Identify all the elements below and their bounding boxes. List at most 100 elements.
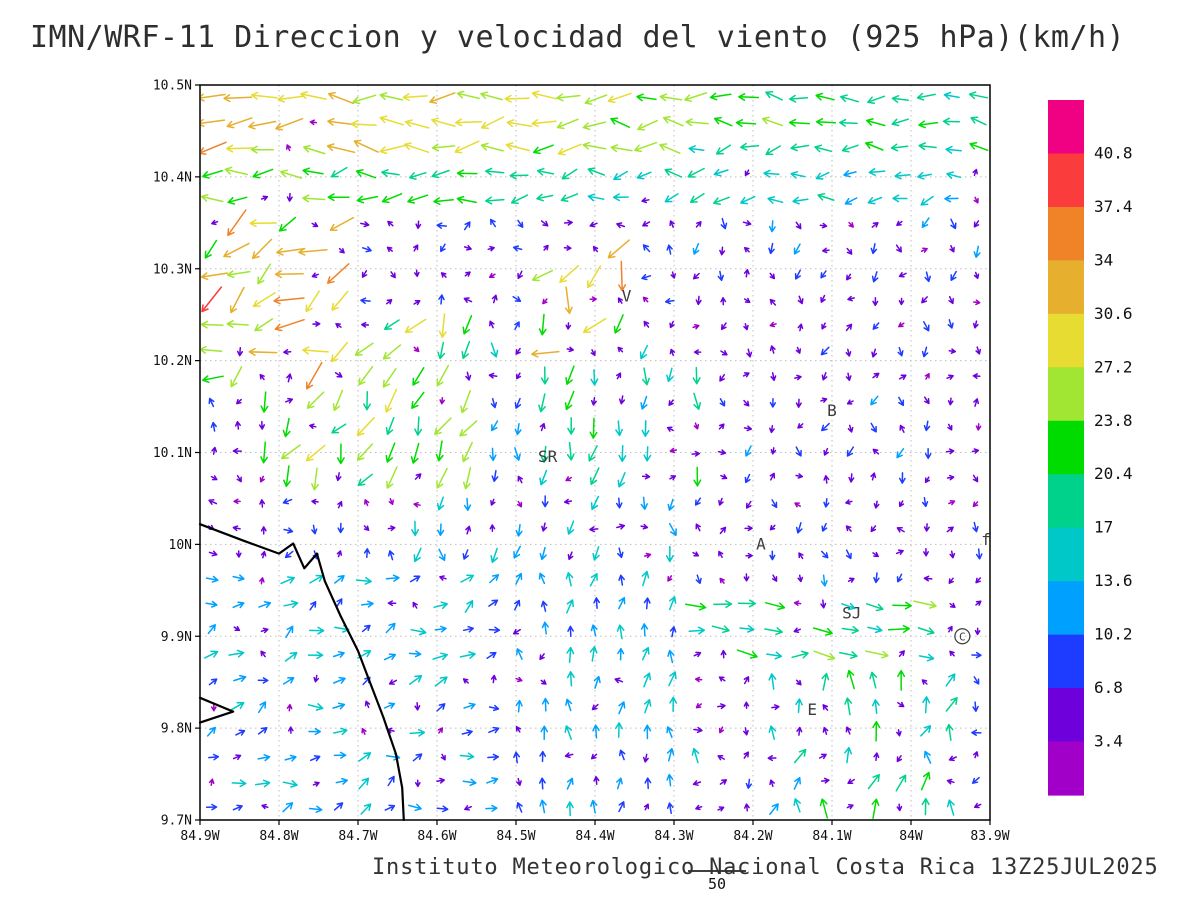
wind-arrow: [718, 726, 725, 734]
wind-arrow: [233, 498, 241, 505]
wind-arrow: [616, 222, 626, 229]
colorbar-segment: [1048, 100, 1084, 155]
wind-arrow: [565, 698, 573, 712]
wind-arrow: [972, 701, 979, 712]
wind-arrow: [229, 286, 245, 314]
wind-arrow: [311, 498, 319, 505]
wind-arrow: [541, 697, 550, 712]
reference-vector: 50: [688, 870, 746, 893]
wind-arrow: [823, 447, 829, 456]
wind-arrow: [607, 92, 632, 104]
wind-arrow: [745, 552, 753, 559]
wind-arrow: [924, 271, 931, 283]
wind-arrow: [437, 727, 444, 734]
wind-arrow: [948, 348, 957, 354]
wind-arrow: [720, 297, 727, 306]
wind-arrow: [381, 193, 403, 204]
wind-arrow: [694, 497, 702, 506]
wind-arrow: [792, 196, 809, 205]
wind-arrow: [615, 497, 623, 509]
reference-vector-label: 50: [708, 875, 726, 893]
wind-arrow: [913, 600, 937, 609]
wind-arrow: [210, 421, 217, 432]
wind-arrow: [923, 750, 932, 764]
wind-arrow: [769, 424, 775, 434]
wind-arrow: [821, 422, 830, 432]
wind-arrow: [311, 272, 319, 278]
wind-arrow: [972, 521, 979, 533]
wind-arrow: [869, 671, 878, 689]
wind-arrow: [924, 373, 930, 380]
wind-arrow: [307, 651, 324, 660]
wind-arrow: [414, 779, 421, 788]
wind-arrow: [813, 650, 836, 661]
wind-arrow: [566, 777, 574, 790]
wind-arrow: [820, 599, 827, 609]
y-tick-label: 10.3N: [153, 262, 192, 277]
wind-arrow: [207, 624, 216, 635]
wind-arrow: [388, 498, 394, 506]
wind-arrow: [327, 92, 355, 105]
wind-arrow: [540, 445, 549, 463]
wind-arrow: [793, 748, 807, 764]
wind-arrow: [847, 778, 855, 785]
colorbar-tick-label: 30.6: [1094, 304, 1133, 323]
wind-arrow: [517, 270, 523, 280]
wind-arrow: [896, 755, 903, 763]
wind-arrow: [210, 703, 217, 712]
wind-arrow: [973, 245, 981, 258]
wind-arrow: [814, 144, 833, 153]
wind-arrow: [641, 273, 652, 281]
wind-arrow: [536, 167, 555, 176]
wind-arrow: [274, 318, 305, 332]
wind-arrow: [309, 423, 317, 430]
wind-arrow: [514, 397, 522, 409]
wind-arrow: [250, 145, 275, 154]
wind-arrow: [355, 169, 377, 179]
wind-arrow: [563, 498, 573, 505]
x-tick-label: 84W: [899, 829, 923, 844]
wind-arrow: [923, 523, 930, 532]
wind-arrow: [285, 397, 294, 404]
wind-arrow: [616, 624, 625, 640]
wind-arrow: [895, 244, 902, 253]
wind-arrow: [456, 169, 478, 178]
wind-arrow: [692, 780, 702, 786]
wind-arrow: [821, 672, 830, 691]
wind-arrow: [765, 602, 786, 611]
wind-arrow: [846, 669, 855, 690]
wind-arrow: [591, 703, 599, 711]
wind-arrow: [685, 118, 709, 127]
wind-arrow: [232, 525, 241, 532]
wind-arrow: [350, 120, 377, 129]
wind-arrow: [260, 195, 269, 201]
wind-arrow: [223, 94, 253, 103]
wind-arrow: [769, 321, 777, 328]
wind-arrow: [439, 397, 446, 405]
wind-arrow: [409, 575, 421, 583]
wind-arrow: [383, 702, 396, 709]
wind-arrow: [309, 119, 318, 126]
wind-arrow: [867, 773, 880, 790]
wind-arrow: [431, 117, 456, 127]
wind-arrow: [409, 728, 426, 737]
wind-arrow: [384, 804, 396, 811]
axis-labels: 10.5N 10.4N 10.3N 10.2N 10.1N 10N 9.9N 9.8N 9.7N…: [153, 79, 1010, 845]
wind-arrow: [589, 573, 598, 587]
wind-arrow: [643, 597, 651, 610]
wind-arrow: [768, 242, 775, 255]
wind-arrow: [871, 699, 880, 715]
wind-arrow: [484, 167, 505, 176]
wind-arrow: [309, 755, 321, 762]
wind-arrow: [338, 247, 345, 254]
wind-arrow: [618, 701, 626, 715]
wind-arrow: [258, 420, 266, 430]
wind-arrow: [515, 699, 523, 713]
wind-arrow: [767, 196, 784, 204]
wind-arrow: [206, 726, 216, 737]
wind-arrow: [744, 169, 750, 177]
wind-arrow: [820, 574, 828, 587]
wind-arrow: [434, 625, 447, 633]
wind-arrow: [488, 626, 501, 634]
